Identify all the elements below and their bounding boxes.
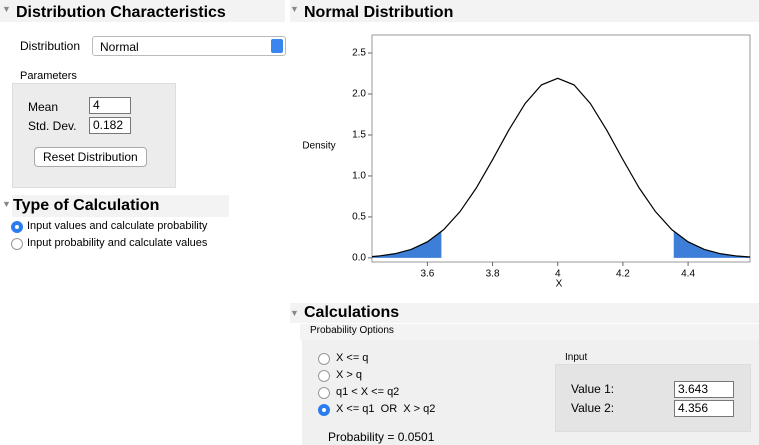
- value-input[interactable]: 3.643: [674, 381, 734, 398]
- radio-label: q1 < X <= q2: [336, 386, 399, 398]
- radio-button[interactable]: [318, 370, 330, 382]
- label: Probability Options: [310, 325, 394, 336]
- radio-button[interactable]: [318, 353, 330, 365]
- radio-label: X <= q1 OR X > q2: [336, 403, 435, 415]
- x-tick-label: 4.2: [616, 269, 630, 280]
- y-tick-label: 2.5: [352, 48, 366, 59]
- x-axis-label: X: [556, 279, 563, 290]
- x-tick-label: 3.6: [420, 269, 434, 280]
- label: Input: [565, 352, 587, 363]
- radio-label: Input probability and calculate values: [27, 237, 207, 249]
- radio-button[interactable]: [318, 404, 330, 416]
- input-label: Value 2:: [571, 401, 614, 415]
- y-tick-label: 0.0: [352, 253, 366, 264]
- page: ▼ Distribution Characteristics Distribut…: [0, 0, 759, 445]
- y-tick-label: 1.0: [352, 171, 366, 182]
- value-input[interactable]: 4.356: [674, 400, 734, 417]
- probability-result: Probability = 0.0501: [328, 430, 434, 444]
- x-tick-label: 4.4: [681, 269, 695, 280]
- input-label: Value 1:: [571, 382, 614, 396]
- x-tick-label: 3.8: [486, 269, 500, 280]
- radio-label: X <= q: [336, 352, 368, 364]
- radio-button[interactable]: [11, 221, 23, 233]
- plot-area: [372, 35, 750, 262]
- y-tick-label: 1.5: [352, 130, 366, 141]
- radio-button[interactable]: [318, 387, 330, 399]
- radio-label: X > q: [336, 369, 362, 381]
- y-axis-label: Density: [302, 141, 335, 152]
- chart: Density X 0.0 0.5 1.0 1.5 2.0 2.5 3.6 3.8 4 4.2 4.…: [0, 0, 759, 300]
- x-tick-label: 4: [555, 269, 561, 280]
- y-tick-label: 0.5: [352, 212, 366, 223]
- y-tick-label: 2.0: [352, 89, 366, 100]
- radio-label: Input values and calculate probability: [27, 220, 207, 232]
- radio-button[interactable]: [11, 238, 23, 250]
- disclosure[interactable]: ▼: [290, 308, 299, 318]
- input-box: [555, 364, 751, 432]
- section-title: Calculations: [304, 304, 399, 322]
